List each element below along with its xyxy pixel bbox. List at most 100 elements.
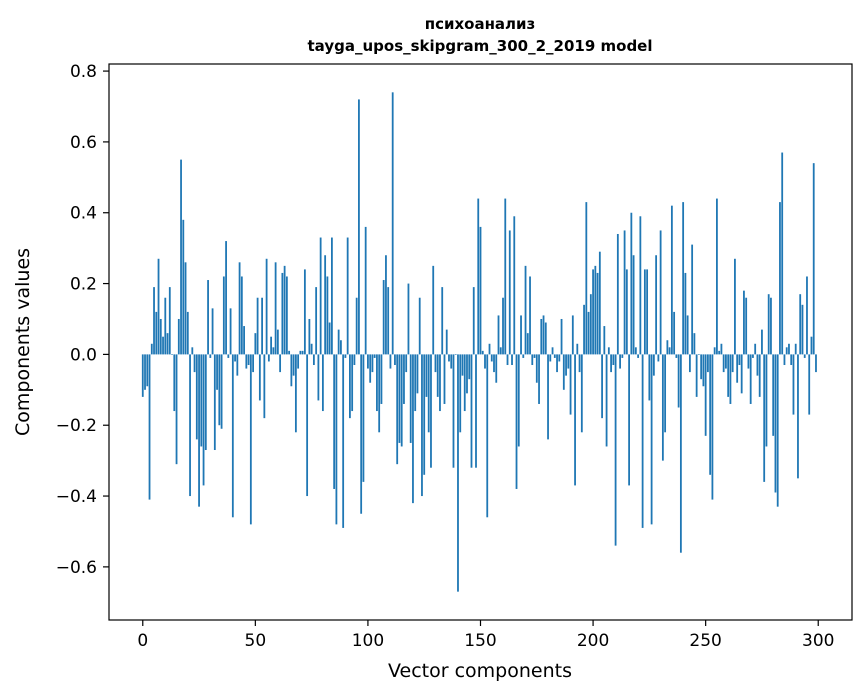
bar [558, 354, 561, 362]
bar [648, 354, 651, 401]
bar [646, 269, 649, 355]
bar [394, 354, 396, 366]
bar [439, 354, 441, 412]
bar [655, 255, 658, 355]
bar [524, 265, 527, 355]
y-tick-label: 0.6 [70, 133, 97, 153]
bar [700, 354, 703, 380]
bar [317, 354, 320, 401]
bar [312, 354, 315, 366]
bar [261, 297, 263, 355]
bar [616, 233, 619, 355]
bar [682, 202, 685, 355]
bar [650, 354, 653, 525]
bar [731, 354, 734, 373]
bar [400, 354, 403, 447]
bar [661, 354, 664, 461]
bar [754, 343, 757, 355]
bar [698, 354, 700, 355]
bar [144, 354, 146, 390]
bar [441, 287, 444, 355]
bar [506, 354, 509, 366]
bar [520, 315, 522, 355]
bar [454, 354, 457, 355]
bar [159, 318, 162, 355]
bar [321, 354, 324, 412]
bar [576, 343, 579, 355]
bar [254, 333, 257, 355]
bar [405, 354, 408, 373]
bar [301, 350, 304, 355]
bar [686, 315, 689, 355]
bar [488, 343, 491, 355]
bar [182, 219, 185, 355]
bar [601, 354, 603, 419]
bar [324, 255, 327, 355]
bar [177, 318, 180, 355]
bar [734, 258, 736, 355]
bar [553, 354, 556, 358]
bar [583, 304, 585, 355]
bar [716, 198, 718, 355]
bar [353, 354, 356, 366]
bar [673, 311, 676, 355]
bar [349, 354, 351, 419]
bar [387, 287, 390, 355]
bar [258, 354, 261, 401]
bar [562, 354, 565, 390]
bar [603, 326, 606, 355]
bar [508, 230, 511, 355]
bar [355, 297, 358, 355]
bar [200, 354, 203, 447]
bar [448, 354, 450, 362]
bar [274, 262, 277, 355]
bar [211, 308, 214, 355]
bar [493, 354, 495, 373]
bar [765, 354, 768, 447]
bar [256, 297, 259, 355]
bar [540, 318, 543, 355]
bar [783, 354, 786, 366]
bar [452, 354, 455, 468]
bar [436, 354, 439, 397]
bar [367, 354, 369, 369]
bar [605, 354, 608, 447]
bar [164, 297, 167, 355]
bar [299, 350, 302, 355]
chart-subtitle: tayga_upos_skipgram_300_2_2019 model [308, 37, 653, 55]
bar [335, 354, 338, 525]
x-tick-label: 0 [137, 631, 148, 651]
bar [434, 354, 437, 373]
bar [535, 354, 538, 383]
bar [578, 354, 581, 373]
bar [666, 340, 669, 355]
bar [340, 340, 342, 355]
bar [790, 354, 793, 366]
bar [598, 251, 601, 355]
bar [418, 297, 421, 355]
bar [585, 202, 588, 355]
bar [209, 354, 212, 358]
x-tick-label: 300 [802, 631, 834, 651]
bar [664, 354, 667, 433]
bar [319, 237, 322, 355]
bar [153, 287, 155, 355]
bar [774, 354, 777, 493]
bar [725, 354, 727, 369]
bar [423, 354, 426, 475]
bar [549, 354, 552, 362]
x-tick-label: 150 [464, 631, 496, 651]
bar [238, 262, 241, 355]
bar [722, 354, 725, 373]
bar [533, 354, 536, 358]
bar [634, 347, 637, 355]
bar [801, 304, 804, 355]
bar [639, 216, 642, 355]
bar [718, 350, 721, 355]
bar [376, 354, 378, 412]
bar [443, 354, 446, 404]
bar [684, 272, 687, 355]
bar [679, 354, 682, 553]
bar [472, 287, 475, 355]
bar [625, 269, 628, 355]
